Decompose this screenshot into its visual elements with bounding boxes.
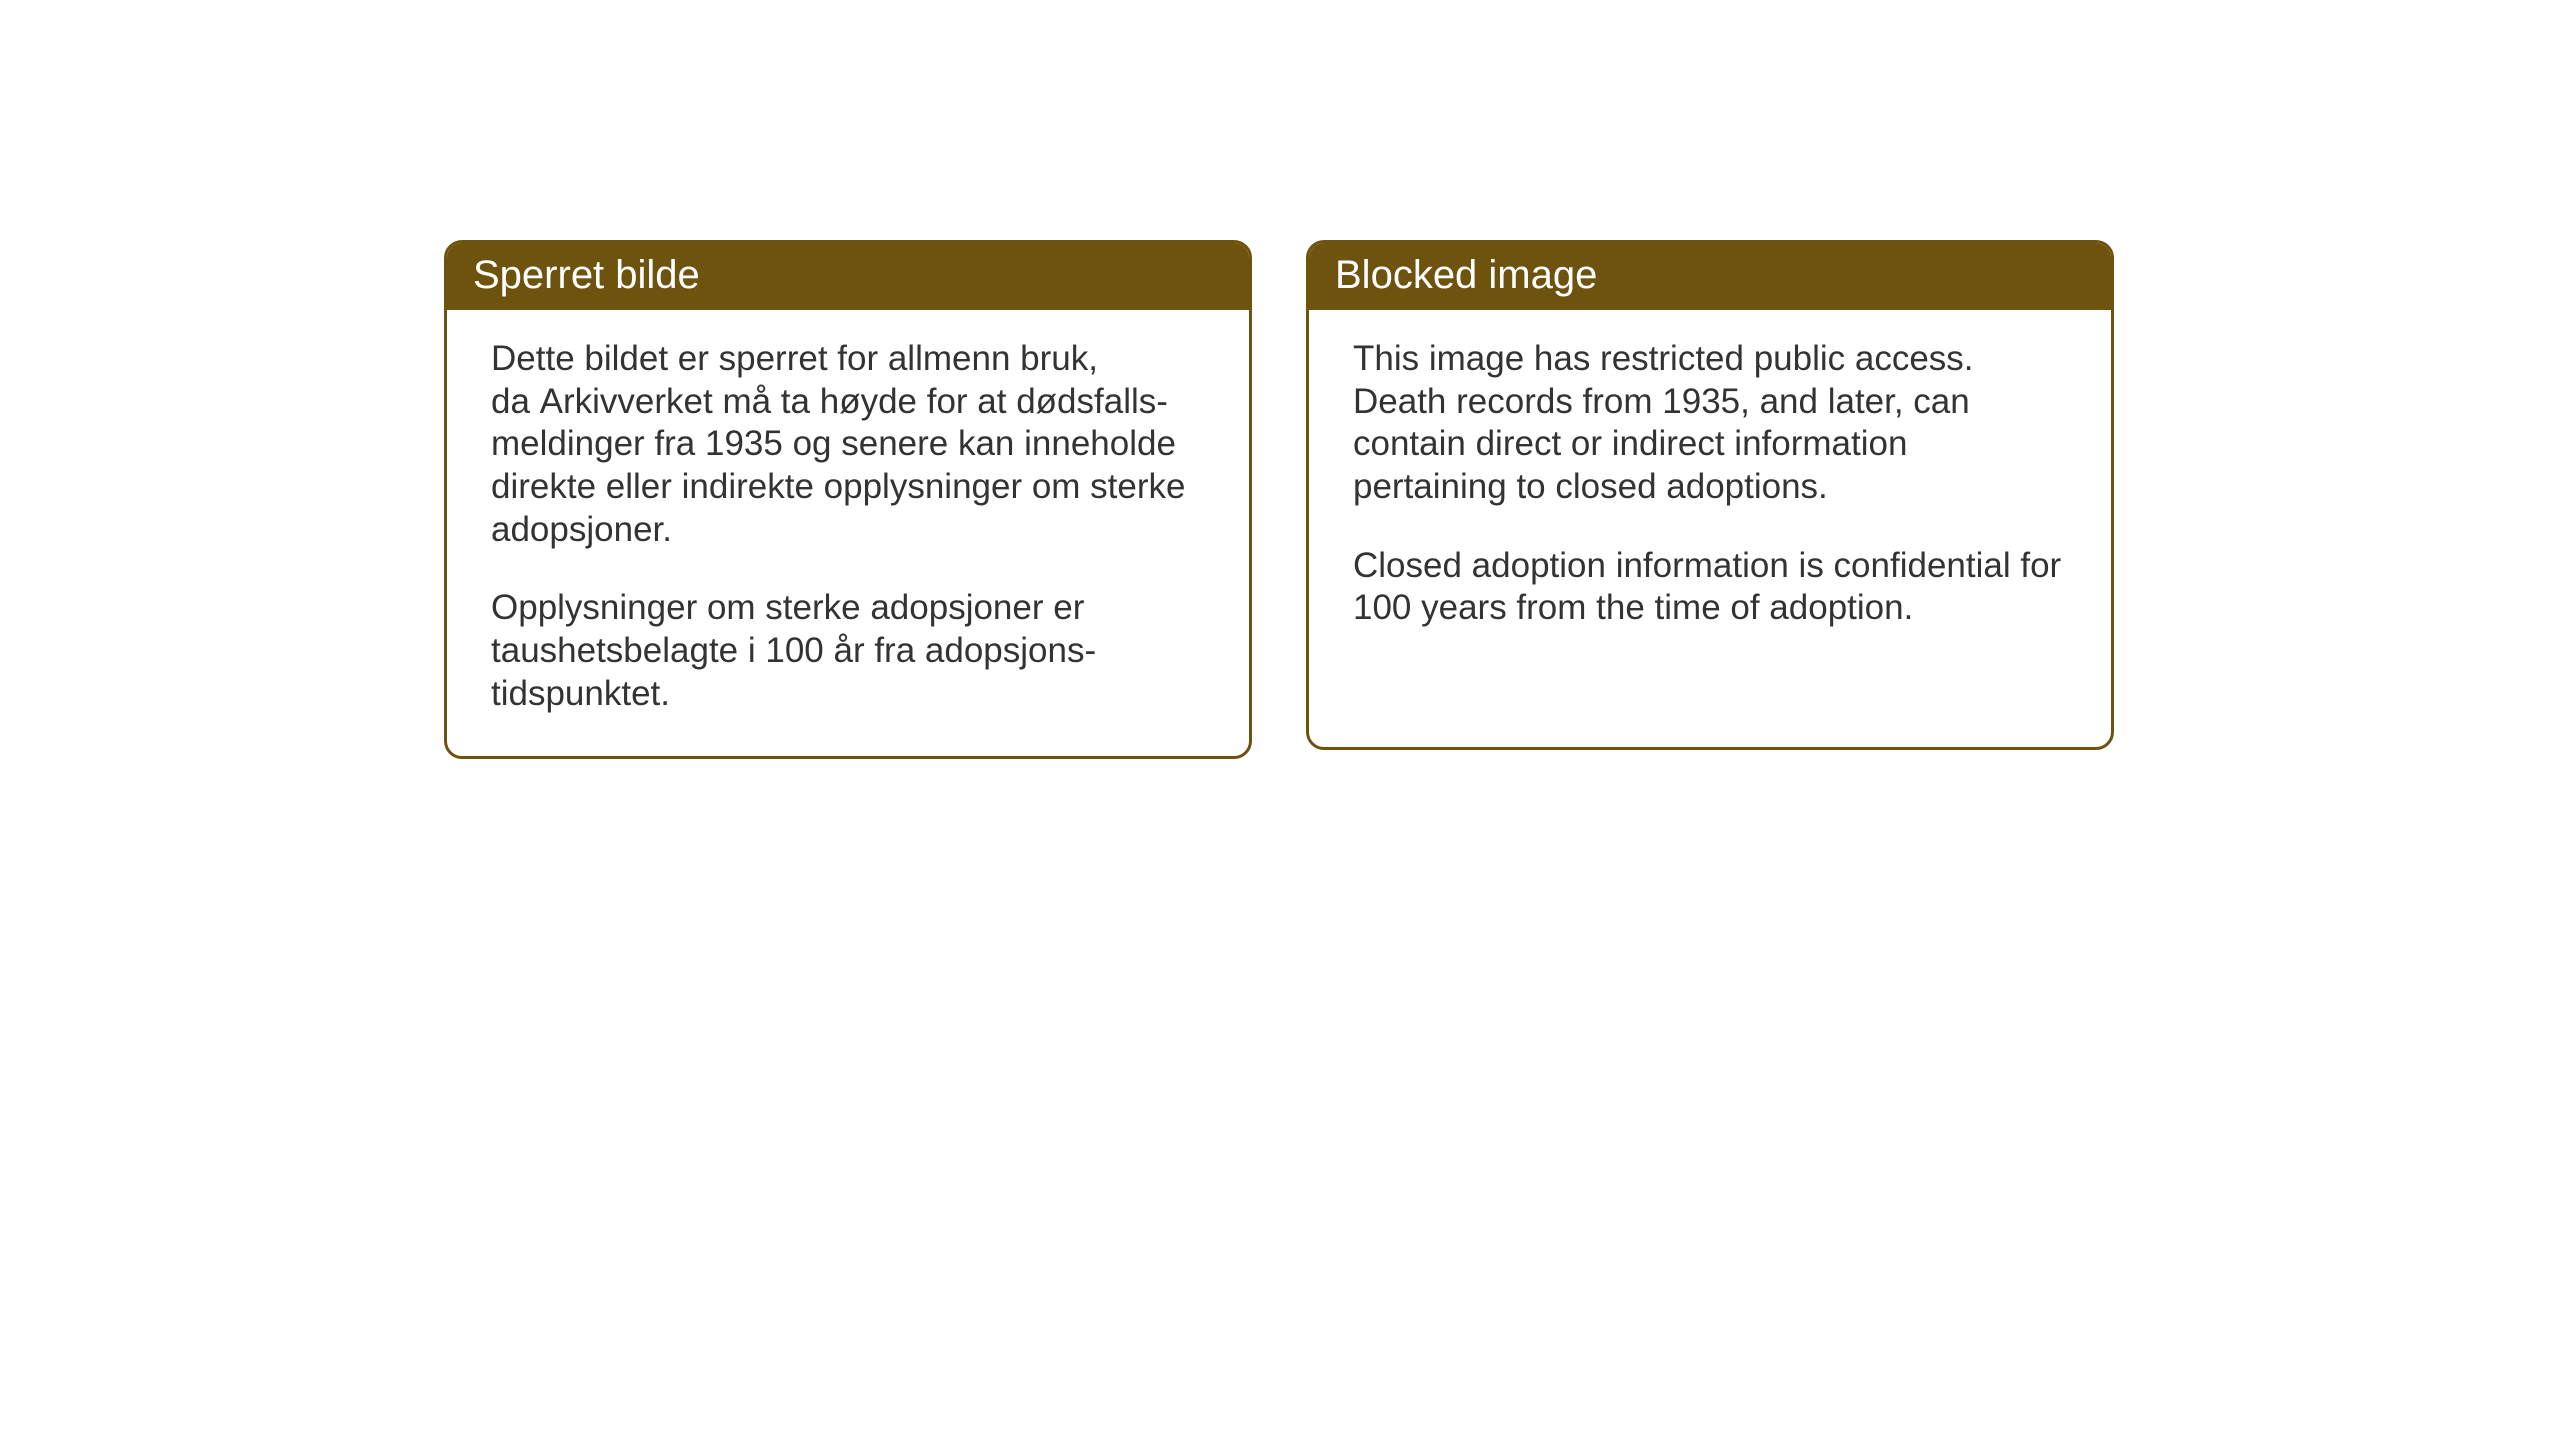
norwegian-card-body: Dette bildet er sperret for allmenn bruk… [447, 310, 1249, 756]
english-card-title: Blocked image [1309, 243, 2111, 310]
english-card-body: This image has restricted public access.… [1309, 310, 2111, 670]
english-notice-card: Blocked image This image has restricted … [1306, 240, 2114, 750]
norwegian-paragraph-1: Dette bildet er sperret for allmenn bruk… [491, 338, 1205, 551]
norwegian-paragraph-2: Opplysninger om sterke adopsjoner er tau… [491, 587, 1205, 715]
english-paragraph-2: Closed adoption information is confident… [1353, 545, 2067, 630]
norwegian-card-title: Sperret bilde [447, 243, 1249, 310]
english-paragraph-1: This image has restricted public access.… [1353, 338, 2067, 509]
notice-cards-container: Sperret bilde Dette bildet er sperret fo… [444, 240, 2114, 759]
norwegian-notice-card: Sperret bilde Dette bildet er sperret fo… [444, 240, 1252, 759]
